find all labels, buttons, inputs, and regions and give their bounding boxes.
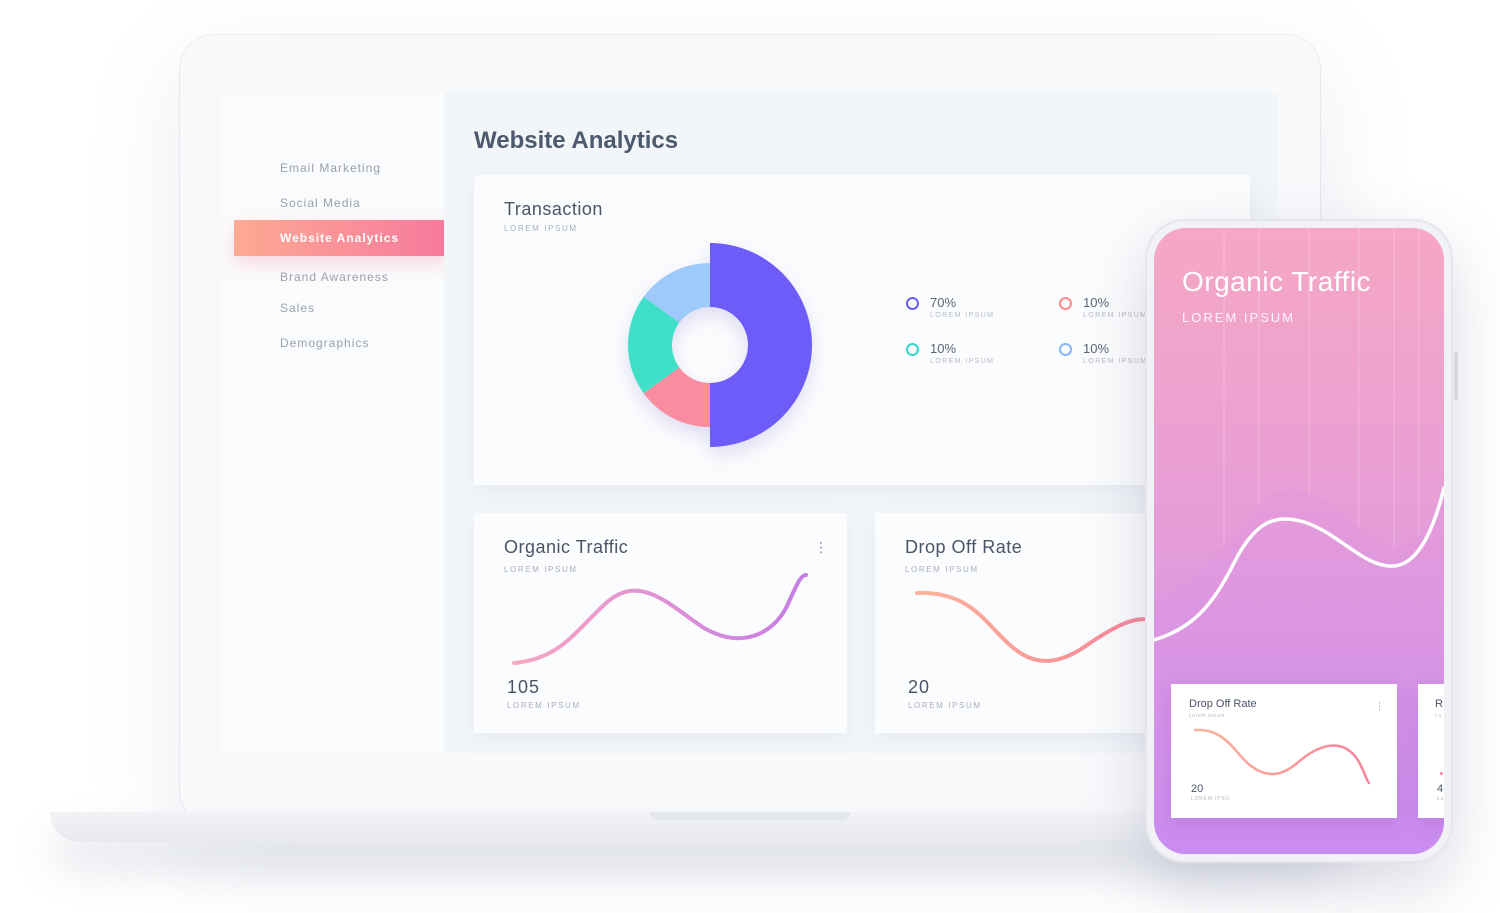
- donut-slice: [643, 263, 710, 323]
- organic-traffic-subtitle: LOREM IPSUM: [504, 565, 578, 574]
- legend-ring-icon: [906, 343, 919, 356]
- transaction-subtitle: LOREM IPSUM: [504, 224, 578, 233]
- sidebar-item-sales[interactable]: Sales: [280, 301, 316, 315]
- sidebar: Email Marketing Social Media Website Ana…: [220, 93, 452, 753]
- phone-side-button: [1454, 352, 1458, 400]
- organic-traffic-line: [512, 573, 808, 665]
- drop-off-rate-line: [915, 590, 1162, 663]
- transaction-card: Transaction LOREM IPSUM 70% LOREM IPSUM …: [474, 175, 1250, 485]
- phone-drop-off-card[interactable]: Drop Off Rate Lorem Ipsum ⋮ 20 LOREM IPS…: [1171, 684, 1397, 818]
- phone-second-card[interactable]: R Lo 4 Lo: [1418, 684, 1444, 818]
- phone-card-value-label: Lo: [1437, 796, 1444, 802]
- main-panel: Website Analytics Transaction LOREM IPSU…: [444, 93, 1278, 753]
- sidebar-item-social-media[interactable]: Social Media: [280, 196, 361, 210]
- legend-value: 10%: [1083, 341, 1110, 356]
- kebab-icon[interactable]: ⋮: [1375, 701, 1384, 711]
- transaction-donut-chart: [628, 243, 812, 447]
- organic-traffic-value: 105: [507, 677, 541, 697]
- legend-value: 70%: [930, 295, 957, 310]
- phone-card-title: R: [1435, 698, 1443, 710]
- drop-off-rate-subtitle: LOREM IPSUM: [905, 565, 979, 574]
- sidebar-item-website-analytics[interactable]: Website Analytics: [234, 220, 452, 256]
- phone-card-title: Drop Off Rate: [1189, 698, 1257, 710]
- sidebar-item-demographics[interactable]: Demographics: [280, 336, 370, 350]
- donut-slice: [710, 243, 812, 447]
- drop-off-rate-title: Drop Off Rate: [905, 537, 1023, 557]
- phone-card-value: 20: [1191, 783, 1204, 795]
- legend-label: LOREM IPSUM: [930, 312, 995, 319]
- phone-drop-off-line: [1193, 728, 1371, 785]
- organic-traffic-title: Organic Traffic: [504, 537, 629, 557]
- phone-title: Organic Traffic: [1182, 266, 1372, 297]
- sidebar-item-brand-awareness[interactable]: Brand Awareness: [280, 270, 389, 284]
- sidebar-item-label: Website Analytics: [280, 231, 400, 245]
- phone-card-value-label: LOREM IPSU: [1191, 796, 1230, 802]
- legend-value: 10%: [930, 341, 957, 356]
- legend-ring-icon: [1059, 343, 1072, 356]
- page-title: Website Analytics: [474, 127, 679, 154]
- organic-traffic-value-label: LOREM IPSUM: [507, 701, 581, 710]
- laptop-screen: Email Marketing Social Media Website Ana…: [220, 93, 1278, 753]
- legend-value: 10%: [1083, 295, 1110, 310]
- phone-card-line-dot: [1440, 772, 1443, 775]
- phone-card-subtitle: Lo: [1435, 713, 1442, 719]
- drop-off-rate-value: 20: [908, 677, 931, 697]
- drop-off-rate-value-label: LOREM IPSUM: [908, 701, 982, 710]
- organic-traffic-card: Organic Traffic LOREM IPSUM ⋮ 105 LOREM …: [474, 513, 847, 733]
- transaction-title: Transaction: [504, 199, 603, 219]
- legend-ring-icon: [1059, 297, 1072, 310]
- phone-card-value: 4: [1437, 783, 1444, 795]
- laptop-notch: [650, 812, 850, 820]
- legend-ring-icon: [906, 297, 919, 310]
- legend-label: LOREM IPSUM: [1083, 312, 1148, 319]
- phone-subtitle: LOREM IPSUM: [1182, 310, 1296, 325]
- phone-frame: Organic Traffic LOREM IPSUM Drop Off Rat…: [1145, 219, 1453, 863]
- legend-label: LOREM IPSUM: [1083, 358, 1148, 365]
- donut-slice: [628, 296, 680, 394]
- phone-screen: Organic Traffic LOREM IPSUM Drop Off Rat…: [1154, 228, 1444, 854]
- phone-card-subtitle: Lorem Ipsum: [1189, 713, 1225, 719]
- sidebar-item-email-marketing[interactable]: Email Marketing: [280, 161, 382, 175]
- donut-slice: [643, 367, 710, 427]
- legend-label: LOREM IPSUM: [930, 358, 995, 365]
